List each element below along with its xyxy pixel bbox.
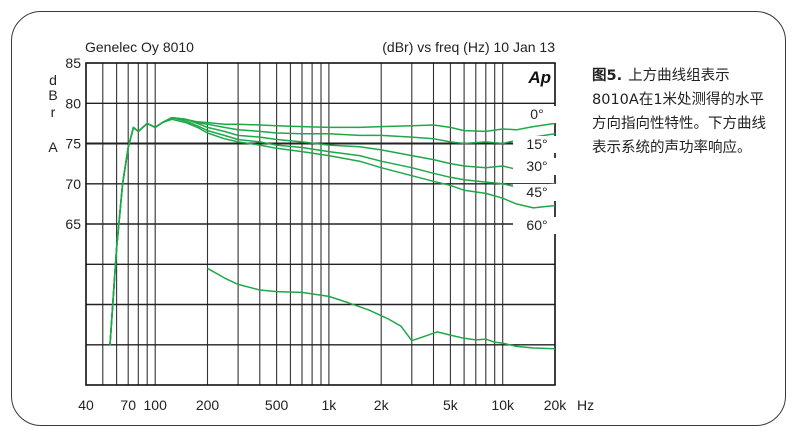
directivity-curve-4 [109,118,556,345]
y-unit-letter: A [48,139,58,155]
y-tick-label: 75 [65,136,81,152]
chart-title-right: (dBr) vs freq (Hz) 10 Jan 13 [382,39,555,55]
y-unit-letter: r [51,104,56,120]
x-unit-label: Hz [577,397,594,413]
x-tick-label: 200 [196,397,220,413]
figure-frame [11,11,786,426]
x-tick-label: 1k [322,397,338,413]
x-tick-label: 100 [144,397,168,413]
caption-text: 上方曲线组表示8010A在1米处测得的水平方向指向性特性。下方曲线表示系统的声功… [592,68,766,156]
angle-label-background [513,106,561,123]
power-response-curve [207,267,556,350]
y-tick-label: 65 [65,216,81,232]
x-tick-label: 2k [374,397,390,413]
plot-grid [85,62,556,386]
angle-label: 15° [526,136,547,152]
y-tick-label: 85 [65,55,81,71]
y-tick-label: 70 [65,176,81,192]
y-unit-letter: d [49,72,57,88]
chart-labels: 65 70 75 80 85 dBr A 40 70 100 200 500 1k 2k 5k 10k 20k H… [48,55,594,413]
angle-label-background [513,158,561,175]
x-tick-label: 70 [120,397,136,413]
angle-label: 45° [526,184,547,200]
angle-label: 60° [526,217,547,233]
y-unit-letter: B [48,87,57,103]
angle-label-background [513,217,561,234]
x-tick-label: 500 [265,397,289,413]
chart-title-left: Genelec Oy 8010 [85,39,194,55]
x-tick-label: 40 [78,397,94,413]
angle-label: 0° [530,106,543,122]
x-tick-label: 5k [443,397,459,413]
response-curves [109,116,556,350]
angle-label-background [513,136,561,153]
ap-logo: Ap [527,68,551,87]
angle-label-background [513,184,561,201]
angle-label: 30° [526,158,547,174]
directivity-curve-3 [109,116,556,345]
y-tick-label: 80 [65,95,81,111]
x-tick-label: 10k [491,397,515,413]
x-tick-label: 20k [544,397,568,413]
figure-caption: 图5. 上方曲线组表示8010A在1米处测得的水平方向指向性特性。下方曲线表示系统… [592,64,767,160]
caption-figure-number: 图5. [592,68,623,84]
